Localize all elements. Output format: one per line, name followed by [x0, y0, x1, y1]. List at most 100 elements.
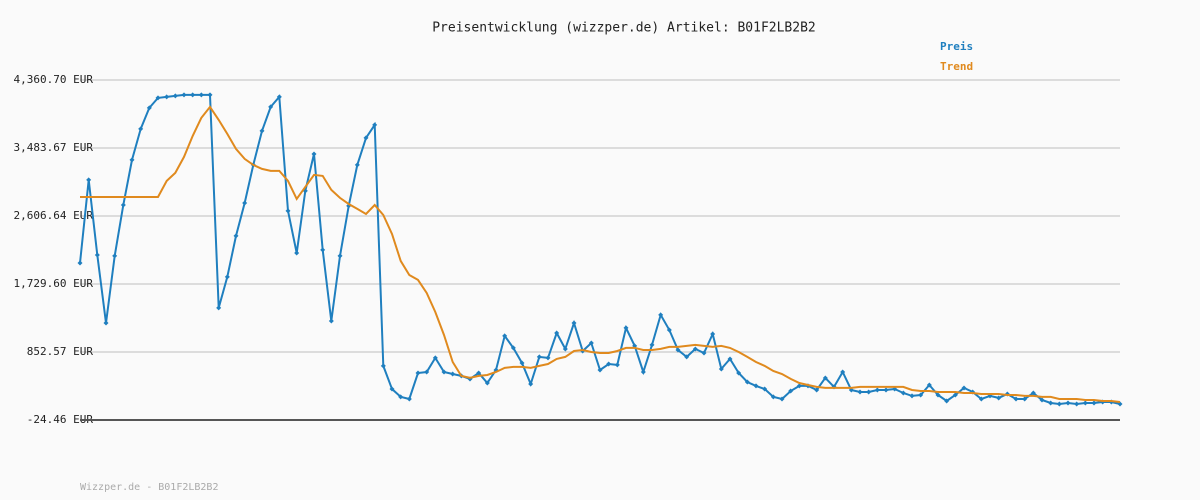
point-marker: [796, 383, 802, 389]
point-marker: [242, 200, 248, 206]
y-tick-label: 4,360.70 EUR: [14, 73, 94, 86]
point-marker: [961, 385, 967, 391]
point-marker: [1082, 400, 1088, 406]
point-marker: [441, 369, 447, 375]
point-marker: [918, 392, 924, 398]
point-marker: [996, 395, 1002, 401]
point-marker: [337, 253, 343, 259]
point-marker: [883, 387, 889, 393]
point-marker: [155, 95, 161, 101]
point-marker: [320, 247, 326, 253]
point-marker: [909, 393, 915, 399]
point-marker: [788, 388, 794, 394]
point-marker: [502, 333, 508, 339]
point-marker: [476, 370, 482, 376]
point-marker: [528, 381, 534, 387]
point-marker: [432, 355, 438, 361]
point-marker: [103, 320, 109, 326]
y-tick-label: -24.46 EUR: [27, 413, 94, 426]
point-marker: [146, 105, 152, 111]
point-marker: [952, 392, 958, 398]
point-marker: [1039, 397, 1045, 403]
point-marker: [649, 342, 655, 348]
point-marker: [1074, 401, 1080, 407]
point-marker: [814, 387, 820, 393]
point-marker: [710, 331, 716, 337]
point-marker: [172, 93, 178, 99]
point-marker: [424, 369, 430, 375]
point-marker: [666, 327, 672, 333]
y-tick-label: 3,483.67 EUR: [14, 141, 94, 154]
point-marker: [762, 386, 768, 392]
point-marker: [398, 394, 404, 400]
point-marker: [207, 92, 213, 98]
legend-entry: Preis: [940, 40, 973, 53]
point-marker: [372, 122, 378, 128]
point-marker: [562, 346, 568, 352]
point-marker: [736, 370, 742, 376]
point-marker: [753, 383, 759, 389]
point-marker: [874, 387, 880, 393]
point-marker: [1091, 400, 1097, 406]
point-marker: [1013, 396, 1019, 402]
point-marker: [77, 260, 83, 266]
point-marker: [94, 252, 100, 258]
point-marker: [545, 355, 551, 361]
point-marker: [112, 253, 118, 259]
point-marker: [944, 398, 950, 404]
legend-entry: Trend: [940, 60, 973, 73]
point-marker: [233, 233, 239, 239]
point-marker: [216, 305, 222, 311]
point-marker: [718, 366, 724, 372]
point-marker: [285, 208, 291, 214]
point-marker: [363, 135, 369, 141]
point-marker: [164, 94, 170, 100]
point-marker: [857, 389, 863, 395]
point-marker: [727, 356, 733, 362]
point-marker: [311, 151, 317, 157]
point-marker: [623, 325, 629, 331]
chart-title: Preisentwicklung (wizzper.de) Artikel: B…: [432, 21, 816, 36]
y-tick-label: 1,729.60 EUR: [14, 277, 94, 290]
point-marker: [1048, 400, 1054, 406]
point-marker: [597, 367, 603, 373]
point-marker: [276, 94, 282, 100]
point-marker: [129, 157, 135, 163]
y-tick-label: 852.57 EUR: [27, 345, 94, 358]
point-marker: [138, 126, 144, 132]
point-marker: [614, 362, 620, 368]
point-marker: [978, 396, 984, 402]
point-marker: [328, 318, 334, 324]
point-marker: [406, 396, 412, 402]
point-marker: [935, 392, 941, 398]
point-marker: [744, 379, 750, 385]
point-marker: [779, 396, 785, 402]
point-marker: [224, 274, 230, 280]
point-marker: [510, 345, 516, 351]
point-marker: [1056, 401, 1062, 407]
point-marker: [675, 347, 681, 353]
point-marker: [536, 354, 542, 360]
point-marker: [415, 370, 421, 376]
point-marker: [259, 128, 265, 134]
point-marker: [900, 390, 906, 396]
point-marker: [692, 346, 698, 352]
point-marker: [380, 363, 386, 369]
point-marker: [181, 92, 187, 98]
point-marker: [120, 202, 126, 208]
point-marker: [822, 375, 828, 381]
point-marker: [770, 394, 776, 400]
point-marker: [450, 371, 456, 377]
point-marker: [684, 354, 690, 360]
point-marker: [519, 360, 525, 366]
series-line: [80, 105, 1121, 403]
point-marker: [294, 250, 300, 256]
point-marker: [1022, 396, 1028, 402]
point-marker: [926, 382, 932, 388]
point-marker: [840, 369, 846, 375]
point-marker: [866, 389, 872, 395]
point-marker: [1030, 390, 1036, 396]
point-marker: [190, 92, 196, 98]
